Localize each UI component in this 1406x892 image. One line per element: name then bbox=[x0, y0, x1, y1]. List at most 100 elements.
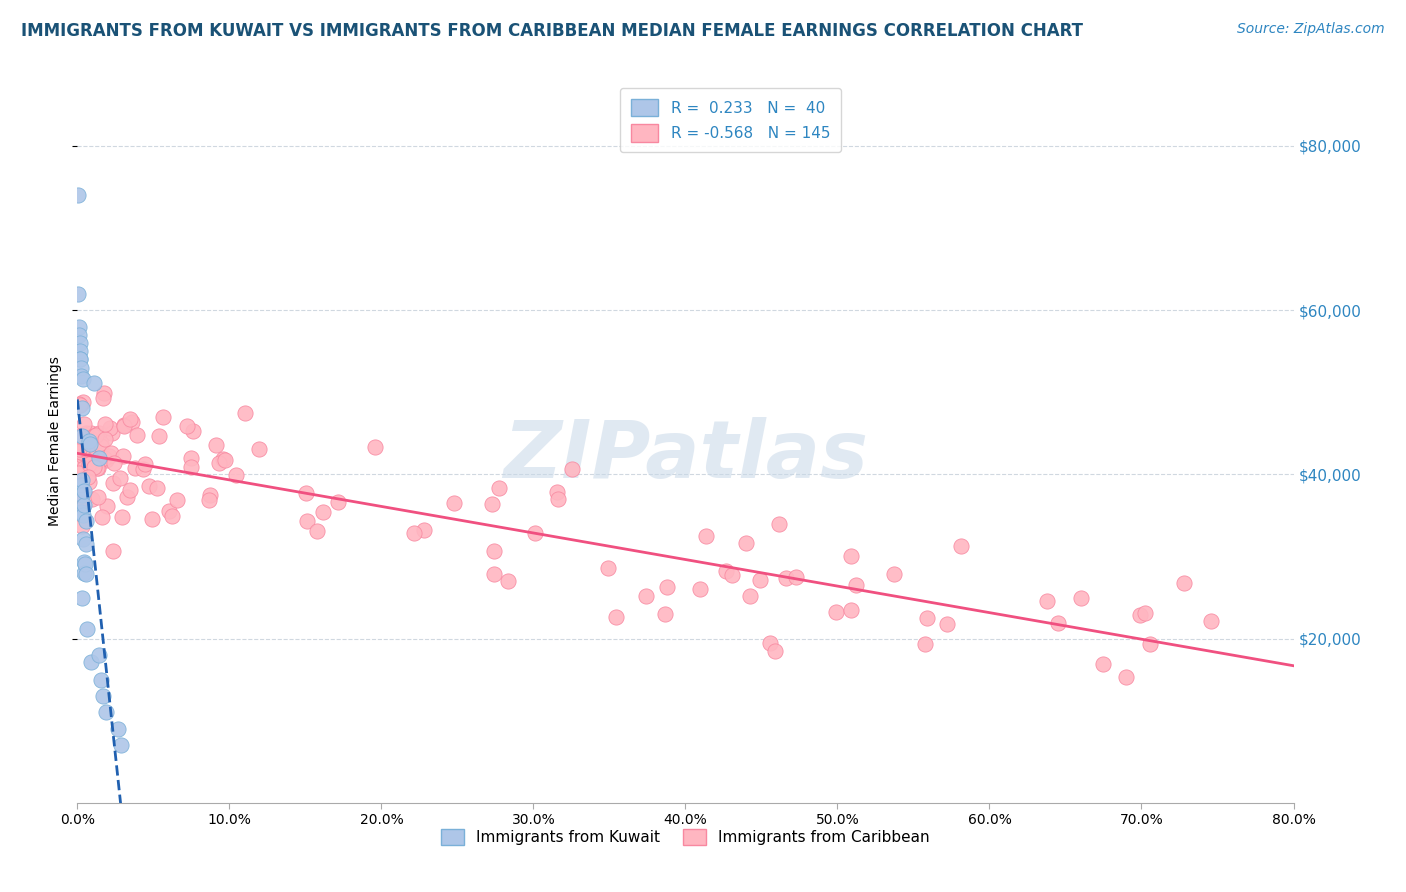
Point bbox=[152, 409, 174, 424]
Point bbox=[70, 401, 93, 416]
Point bbox=[917, 610, 939, 624]
Point bbox=[295, 514, 318, 528]
Point bbox=[1070, 591, 1092, 605]
Point bbox=[134, 457, 156, 471]
Point bbox=[148, 429, 170, 443]
Point bbox=[70, 505, 93, 519]
Point bbox=[69, 442, 91, 457]
Point bbox=[83, 460, 105, 475]
Point bbox=[749, 573, 772, 587]
Point bbox=[107, 722, 129, 736]
Point bbox=[83, 376, 105, 390]
Point bbox=[112, 449, 135, 463]
Point bbox=[481, 497, 503, 511]
Point bbox=[87, 451, 110, 466]
Point bbox=[70, 445, 93, 459]
Point bbox=[67, 498, 90, 512]
Point bbox=[80, 491, 103, 506]
Point bbox=[91, 510, 114, 524]
Point bbox=[1199, 615, 1222, 629]
Point bbox=[69, 352, 91, 367]
Point bbox=[90, 439, 112, 453]
Point bbox=[70, 444, 93, 458]
Point bbox=[112, 418, 135, 433]
Point bbox=[738, 589, 761, 603]
Point bbox=[69, 352, 91, 367]
Point bbox=[482, 544, 505, 558]
Point bbox=[70, 442, 93, 457]
Point bbox=[93, 451, 115, 466]
Point bbox=[364, 441, 387, 455]
Point bbox=[111, 510, 134, 524]
Point bbox=[561, 462, 583, 476]
Point bbox=[785, 570, 807, 584]
Point bbox=[91, 689, 114, 703]
Point bbox=[72, 394, 94, 409]
Point bbox=[73, 498, 96, 512]
Point bbox=[1139, 637, 1161, 651]
Point bbox=[689, 582, 711, 596]
Point bbox=[825, 605, 848, 619]
Point bbox=[839, 549, 862, 563]
Point bbox=[73, 460, 96, 475]
Point bbox=[121, 415, 143, 429]
Point bbox=[87, 448, 110, 462]
Point bbox=[157, 504, 180, 518]
Point bbox=[87, 461, 110, 475]
Point bbox=[77, 475, 100, 490]
Point bbox=[89, 648, 111, 662]
Point bbox=[97, 450, 120, 464]
Legend: Immigrants from Kuwait, Immigrants from Caribbean: Immigrants from Kuwait, Immigrants from … bbox=[433, 822, 938, 853]
Point bbox=[94, 432, 117, 446]
Point bbox=[118, 483, 141, 497]
Point bbox=[295, 486, 318, 500]
Point bbox=[247, 442, 270, 457]
Point bbox=[67, 286, 90, 301]
Point bbox=[763, 644, 786, 658]
Point bbox=[233, 406, 256, 420]
Point bbox=[204, 438, 226, 452]
Point bbox=[1115, 670, 1137, 684]
Point bbox=[77, 442, 100, 457]
Point bbox=[145, 481, 167, 495]
Point bbox=[1129, 607, 1152, 622]
Point bbox=[69, 458, 91, 473]
Point bbox=[131, 462, 153, 476]
Point bbox=[883, 567, 905, 582]
Point bbox=[75, 514, 97, 528]
Point bbox=[326, 495, 349, 509]
Point bbox=[67, 429, 90, 443]
Point bbox=[180, 450, 202, 465]
Point bbox=[87, 426, 110, 441]
Point bbox=[83, 429, 105, 443]
Point bbox=[208, 456, 231, 470]
Point bbox=[94, 706, 117, 720]
Point bbox=[488, 482, 510, 496]
Point bbox=[75, 536, 97, 550]
Point bbox=[83, 449, 105, 463]
Point bbox=[73, 417, 96, 431]
Point bbox=[138, 479, 160, 493]
Point bbox=[1046, 615, 1069, 630]
Point bbox=[67, 397, 90, 411]
Text: IMMIGRANTS FROM KUWAIT VS IMMIGRANTS FROM CARIBBEAN MEDIAN FEMALE EARNINGS CORRE: IMMIGRANTS FROM KUWAIT VS IMMIGRANTS FRO… bbox=[21, 22, 1083, 40]
Point bbox=[412, 523, 434, 537]
Point bbox=[72, 371, 94, 385]
Point bbox=[73, 555, 96, 569]
Point bbox=[72, 508, 94, 522]
Point bbox=[1035, 594, 1057, 608]
Point bbox=[75, 454, 97, 468]
Point bbox=[84, 428, 107, 442]
Point bbox=[67, 495, 90, 509]
Point bbox=[180, 459, 202, 474]
Point bbox=[72, 518, 94, 533]
Point bbox=[110, 739, 132, 753]
Text: Source: ZipAtlas.com: Source: ZipAtlas.com bbox=[1237, 22, 1385, 37]
Point bbox=[166, 493, 188, 508]
Point bbox=[75, 566, 97, 581]
Point bbox=[67, 319, 90, 334]
Point bbox=[72, 449, 94, 463]
Point bbox=[546, 485, 568, 500]
Point bbox=[605, 610, 627, 624]
Point bbox=[101, 476, 124, 491]
